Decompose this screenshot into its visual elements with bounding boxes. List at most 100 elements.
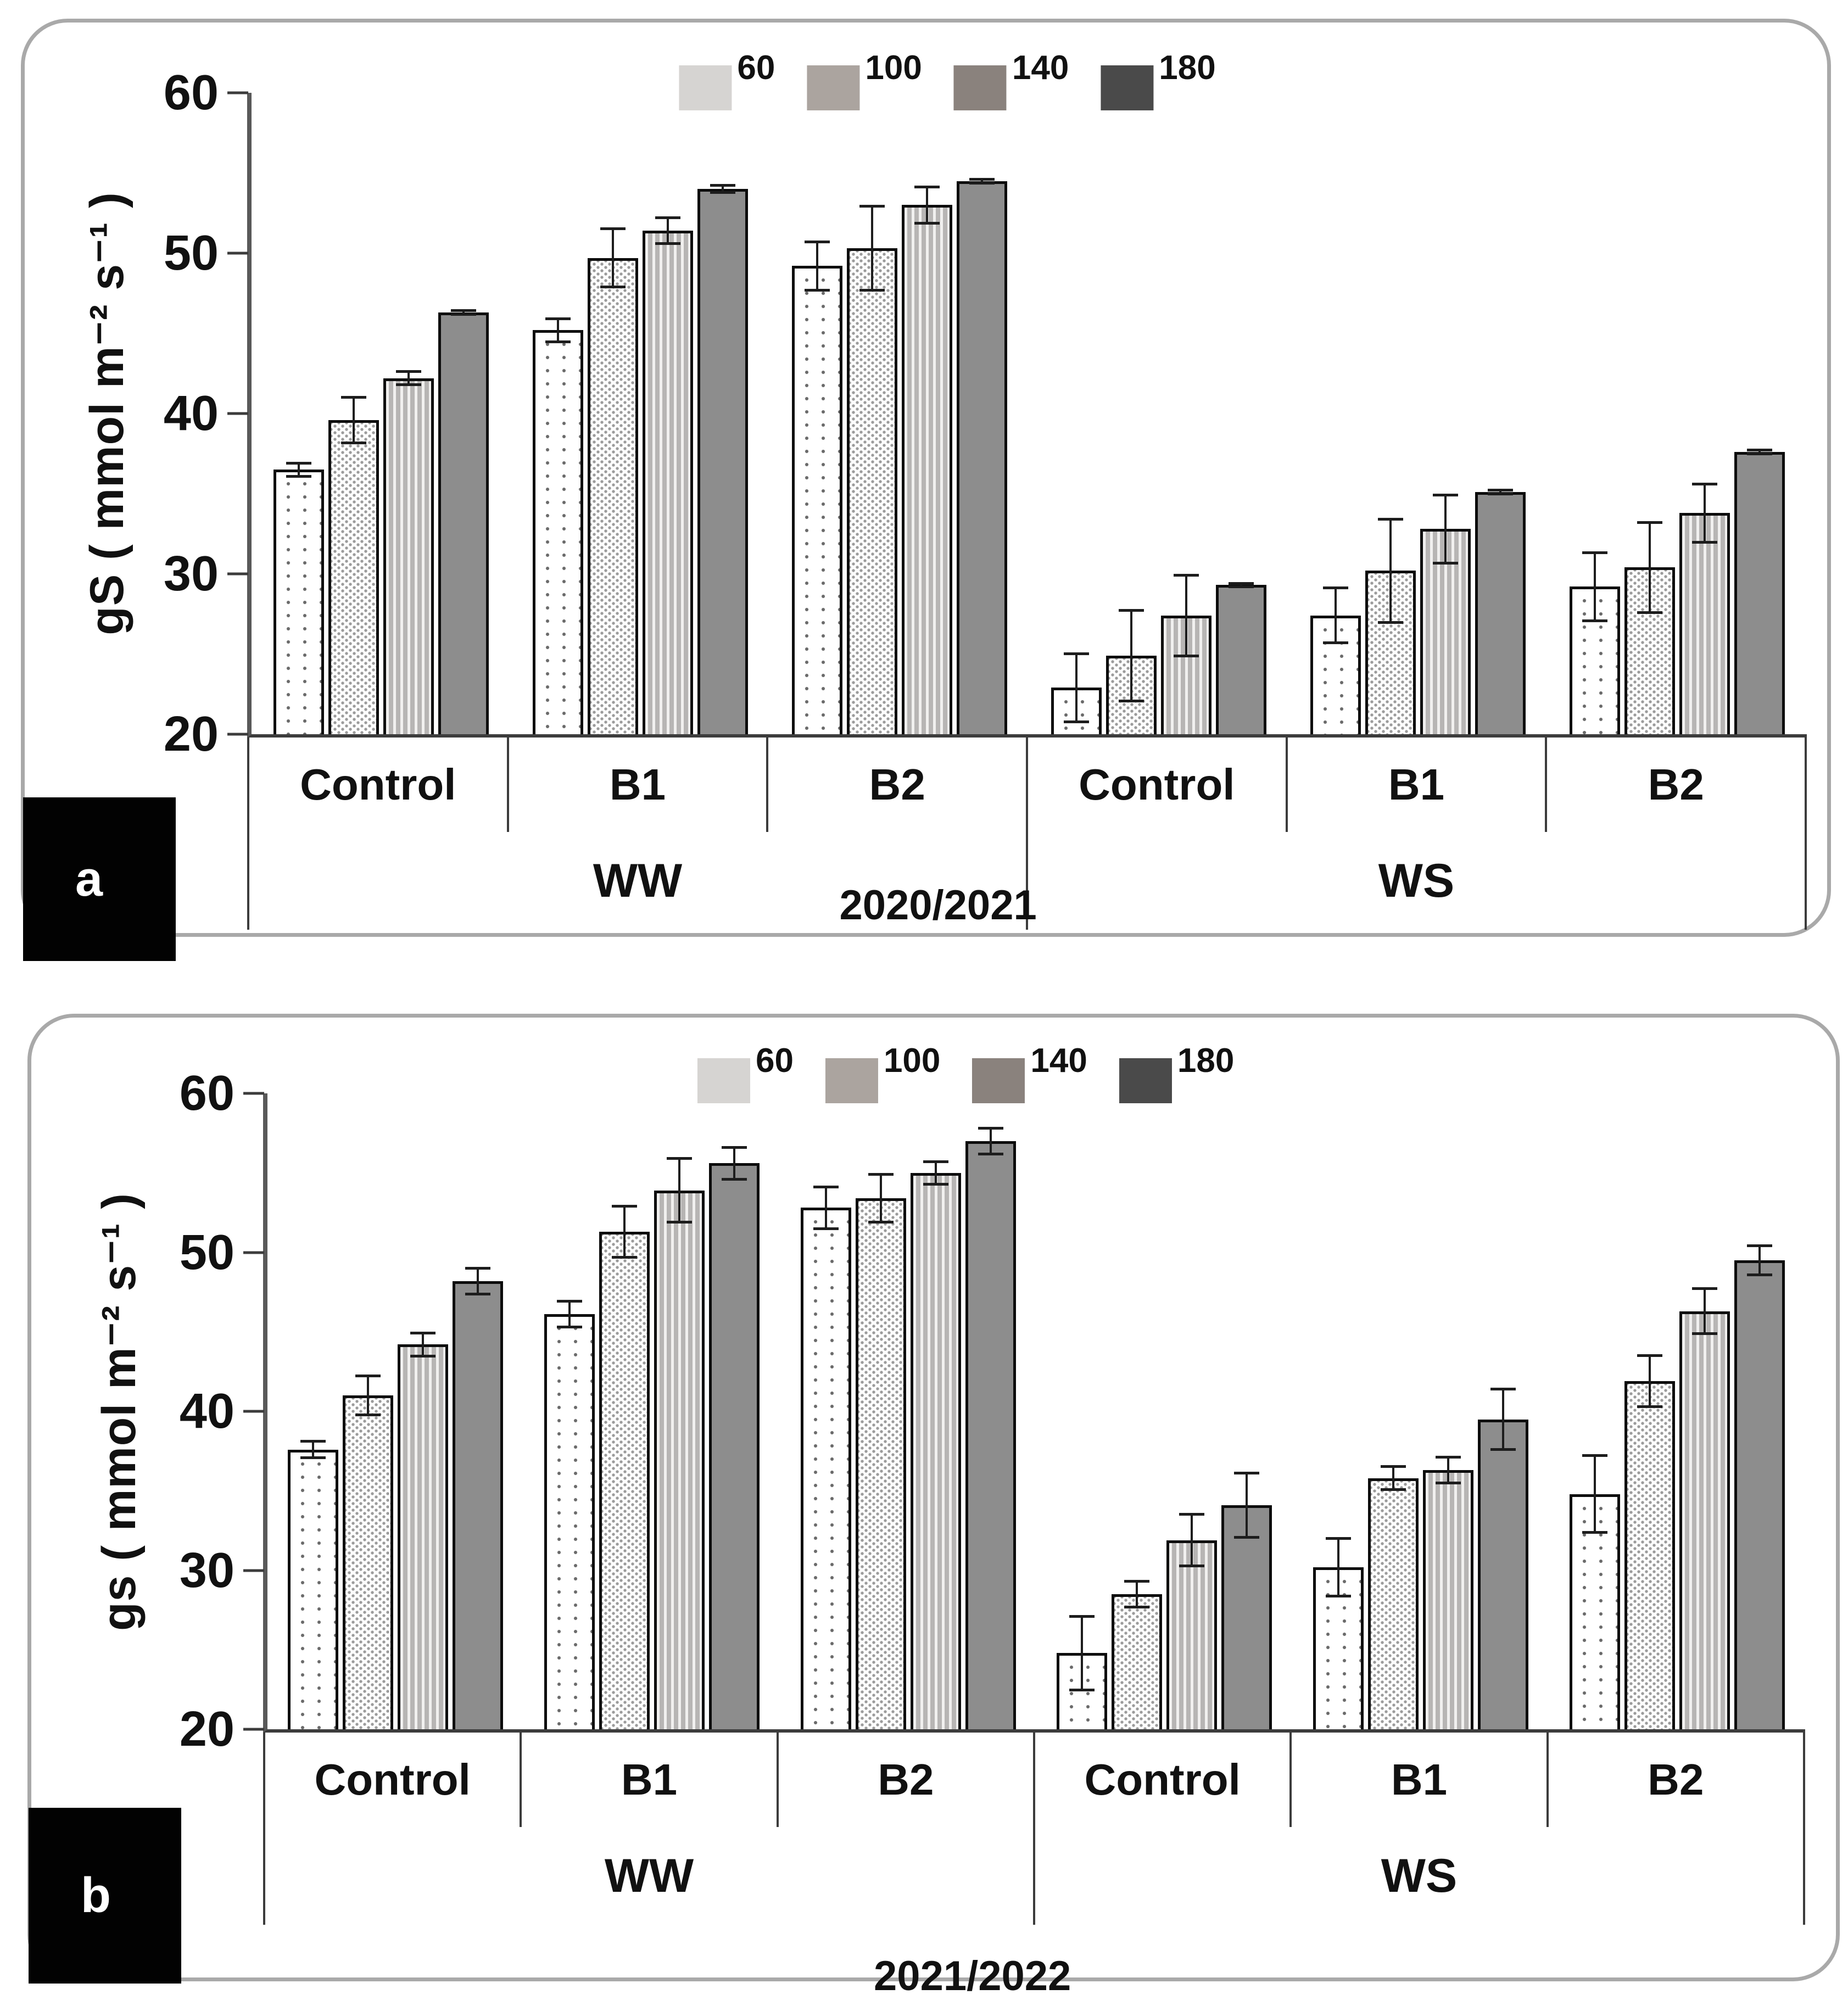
error-bar [300, 1440, 326, 1459]
treatment-label-row: Control B1 B2 Control B1 B2 [263, 1733, 1805, 1827]
error-bar [557, 1300, 582, 1329]
bar-180 [1216, 582, 1266, 734]
error-bar [813, 1185, 839, 1230]
error-bar [710, 184, 735, 194]
error-bar [1490, 1387, 1516, 1451]
y-tick-mark [227, 412, 248, 415]
treatment-label-row: Control B1 B2 Control B1 B2 [247, 738, 1807, 832]
bar-100 [328, 395, 379, 734]
panel-letter-a: a [23, 797, 176, 961]
bar-group-B1-WS [1288, 93, 1548, 734]
error-bar [859, 205, 885, 292]
legend-swatch-140 [953, 65, 1007, 110]
legend-label: 180 [1159, 49, 1216, 87]
y-tick-label-30: 30 [179, 1543, 235, 1598]
bar-180 [1734, 1244, 1785, 1729]
bar-140 [383, 370, 434, 734]
error-bar [451, 309, 476, 316]
legend-swatch-180 [1119, 1058, 1172, 1103]
legend: 60 100 140 180 [679, 49, 1216, 110]
water-label-WS: WS [1026, 832, 1807, 930]
bar-140 [902, 186, 952, 734]
bar-140 [1679, 482, 1730, 734]
water-label-WW: WW [247, 832, 1026, 930]
bar-180 [697, 184, 748, 734]
error-bar [969, 177, 995, 185]
error-bar [914, 186, 940, 225]
legend-entry-100: 100 [825, 1044, 940, 1103]
bar-60 [1310, 586, 1361, 734]
y-axis-label: gs ( mmol m⁻² s⁻¹ ) [93, 1193, 146, 1631]
y-tick-label-60: 60 [179, 1066, 235, 1121]
bar-100 [1112, 1579, 1163, 1729]
y-tick-label-20: 20 [163, 707, 219, 762]
bar-groups [267, 1093, 1805, 1729]
bar-180 [1475, 489, 1526, 734]
treatment-label-Control: Control [263, 1733, 520, 1827]
legend-entry-180: 180 [1101, 49, 1216, 110]
error-bar [1234, 1472, 1260, 1539]
water-label-WW: WW [263, 1827, 1033, 1925]
bar-180 [1734, 449, 1785, 734]
treatment-label-B2: B2 [1545, 738, 1807, 832]
bar-140 [910, 1160, 961, 1729]
y-tick-mark [243, 1410, 264, 1413]
bar-100 [588, 227, 638, 734]
error-bar [1179, 1513, 1205, 1567]
legend-label: 60 [755, 1042, 794, 1080]
bar-140 [398, 1332, 449, 1729]
treatment-label-B2: B2 [776, 1733, 1033, 1827]
legend-label: 60 [737, 49, 775, 87]
error-bar [1582, 1454, 1607, 1534]
error-bar [1381, 1465, 1406, 1491]
bar-60 [792, 240, 842, 734]
treatment-label-B1: B1 [506, 738, 767, 832]
y-tick-mark [227, 733, 248, 736]
y-tick-mark [243, 1251, 264, 1254]
y-tick-mark [227, 91, 248, 94]
bar-180 [453, 1266, 504, 1729]
error-bar [1488, 489, 1513, 495]
y-tick-label-50: 50 [163, 226, 219, 281]
bar-60 [1057, 1614, 1108, 1729]
plot-area: 60 50 40 30 20 [164, 68, 1807, 759]
bar-60 [1051, 652, 1102, 734]
bar-180 [1478, 1387, 1529, 1729]
error-bar [667, 1157, 692, 1224]
legend-label: 180 [1177, 1042, 1235, 1080]
treatment-label-B2: B2 [1546, 1733, 1805, 1827]
bar-140 [1420, 494, 1471, 734]
legend-entry-140: 140 [953, 49, 1069, 110]
bar-60 [1570, 551, 1620, 734]
category-axis: Control B1 B2 Control B1 B2 WW WS 2021/2022 [263, 1733, 1805, 1999]
bar-100 [1106, 609, 1157, 734]
legend-label: 140 [1012, 49, 1069, 87]
treatment-label-B1: B1 [1289, 1733, 1546, 1827]
legend: 60 100 140 180 [697, 1044, 1234, 1103]
legend-entry-180: 180 [1119, 1044, 1234, 1103]
bar-140 [1166, 1513, 1218, 1729]
treatment-label-B1: B1 [1285, 738, 1545, 832]
water-label-WS: WS [1033, 1827, 1805, 1925]
y-axis-label: gS ( mmol m⁻² s⁻¹ ) [81, 192, 133, 635]
treatment-label-Control: Control [1026, 738, 1286, 832]
bar-180 [1221, 1472, 1272, 1729]
legend-entry-60: 60 [697, 1044, 794, 1103]
bar-group-B2-WS [1549, 1093, 1805, 1729]
bar-group-B2-WW [780, 1093, 1036, 1729]
y-tick-mark [227, 572, 248, 576]
bar-group-B1-WW [511, 93, 770, 734]
year-label: 2020/2021 [839, 882, 1037, 929]
error-bar [1637, 521, 1662, 614]
panel-b: 60 100 140 180 gs ( mmol m⁻² s⁻¹ ) 60 50 40 30… [27, 1014, 1840, 1999]
bar-100 [1624, 521, 1675, 734]
bar-60 [273, 461, 324, 734]
error-bar [1746, 1244, 1772, 1276]
error-bar [1692, 482, 1717, 544]
treatment-label-Control: Control [1032, 1733, 1289, 1827]
error-bar [655, 216, 680, 245]
error-bar [1747, 449, 1772, 455]
error-bar [600, 227, 626, 289]
bar-140 [1423, 1456, 1474, 1729]
bar-group-Control-WS [1029, 93, 1288, 734]
